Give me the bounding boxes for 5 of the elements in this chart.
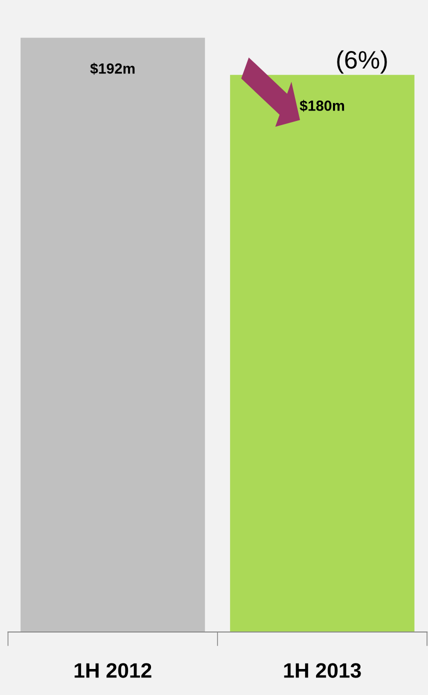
- x-tick-label: 1H 2012: [74, 663, 152, 678]
- x-tick-label: 1H 2013: [284, 663, 361, 678]
- data-label: $192m: [90, 62, 135, 75]
- annotation: (6%): [337, 50, 387, 74]
- data-label: $180m: [300, 100, 344, 112]
